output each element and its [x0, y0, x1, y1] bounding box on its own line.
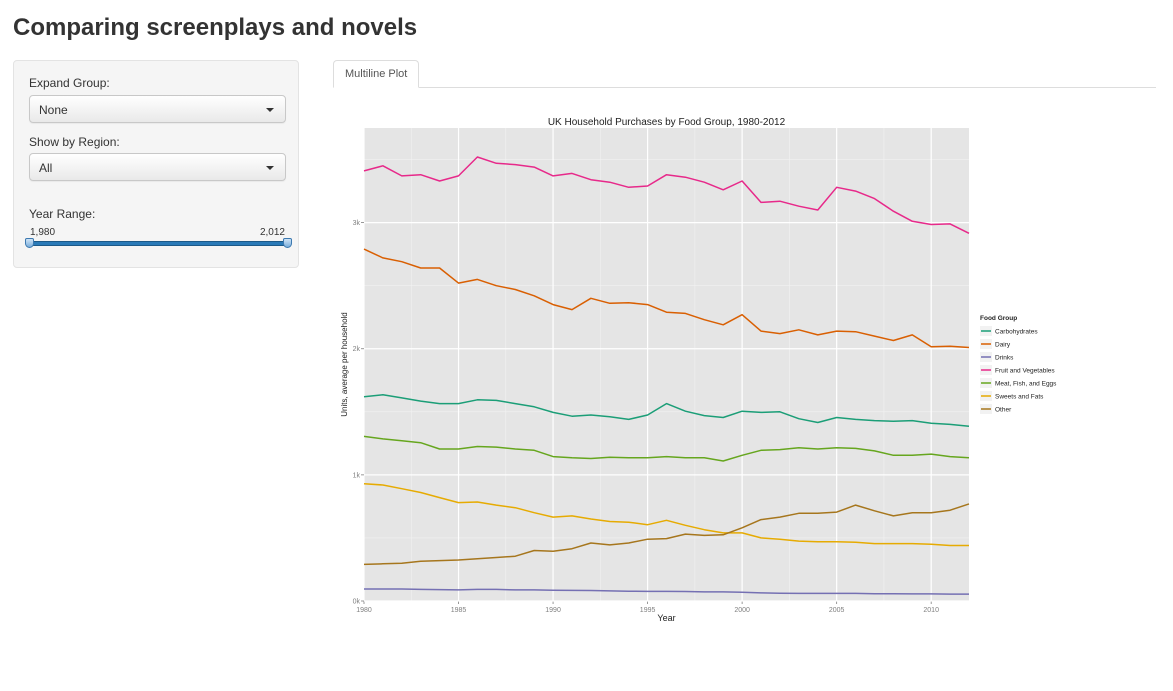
year-range-min-label: 1,980 — [30, 227, 56, 238]
legend-entry: Sweets and Fats — [995, 394, 1044, 401]
expand-group-label: Expand Group: — [29, 76, 110, 90]
y-tick-label: 1k — [353, 472, 361, 479]
series-line — [363, 248, 970, 349]
tab-bar — [333, 87, 1156, 88]
x-tick-label: 1980 — [356, 607, 372, 614]
chart-title: UK Household Purchases by Food Group, 19… — [548, 117, 786, 128]
year-range-label: Year Range: — [29, 207, 96, 221]
expand-group-value: None — [39, 103, 68, 117]
year-range-max-handle[interactable] — [283, 238, 292, 248]
legend-entry: Carbohydrates — [995, 329, 1038, 336]
y-axis-label: Units, average per household — [340, 312, 349, 417]
year-range-track[interactable] — [29, 241, 287, 246]
plot-area: 1980 1985 1990 1995 2000 2005 2010 0k 1k 2k 3k UK H… — [335, 112, 1075, 632]
x-tick-label: 2000 — [734, 607, 750, 614]
x-axis-label: Year — [657, 613, 675, 623]
legend-title: Food Group — [980, 315, 1017, 322]
series-line — [363, 394, 970, 428]
sidebar-panel: Expand Group: None Show by Region: All Y… — [13, 60, 299, 268]
multiline-chart: 1980 1985 1990 1995 2000 2005 2010 0k 1k 2k 3k UK H… — [340, 117, 1057, 623]
y-tick-label: 3k — [353, 220, 361, 227]
x-tick-label: 1985 — [451, 607, 467, 614]
year-range-min-handle[interactable] — [25, 238, 34, 248]
region-value: All — [39, 161, 53, 175]
expand-group-select[interactable]: None — [29, 95, 286, 123]
caret-down-icon — [266, 108, 274, 112]
region-label: Show by Region: — [29, 135, 120, 149]
tab-multiline-plot[interactable]: Multiline Plot — [333, 60, 420, 88]
series-line — [364, 588, 969, 595]
legend-entry: Meat, Fish, and Eggs — [995, 381, 1057, 388]
y-tick-label: 0k — [353, 599, 361, 606]
caret-down-icon — [266, 166, 274, 170]
x-tick-label: 1990 — [545, 607, 561, 614]
region-select[interactable]: All — [29, 153, 286, 181]
series-line — [363, 503, 970, 566]
x-tick-label: 1995 — [640, 607, 656, 614]
x-tick-label: 2010 — [923, 607, 939, 614]
y-tick-label: 2k — [353, 346, 361, 353]
legend-entry: Other — [995, 407, 1012, 414]
legend-entry: Dairy — [995, 342, 1011, 349]
series-line — [363, 482, 969, 547]
app-title: Comparing screenplays and novels — [13, 14, 418, 41]
legend-entry: Fruit and Vegetables — [995, 368, 1055, 375]
plot-panel — [364, 128, 969, 601]
legend-entry: Drinks — [995, 355, 1014, 362]
x-tick-label: 2005 — [829, 607, 845, 614]
series-line — [363, 156, 970, 234]
series-line — [363, 435, 970, 462]
year-range-max-label: 2,012 — [259, 227, 285, 238]
